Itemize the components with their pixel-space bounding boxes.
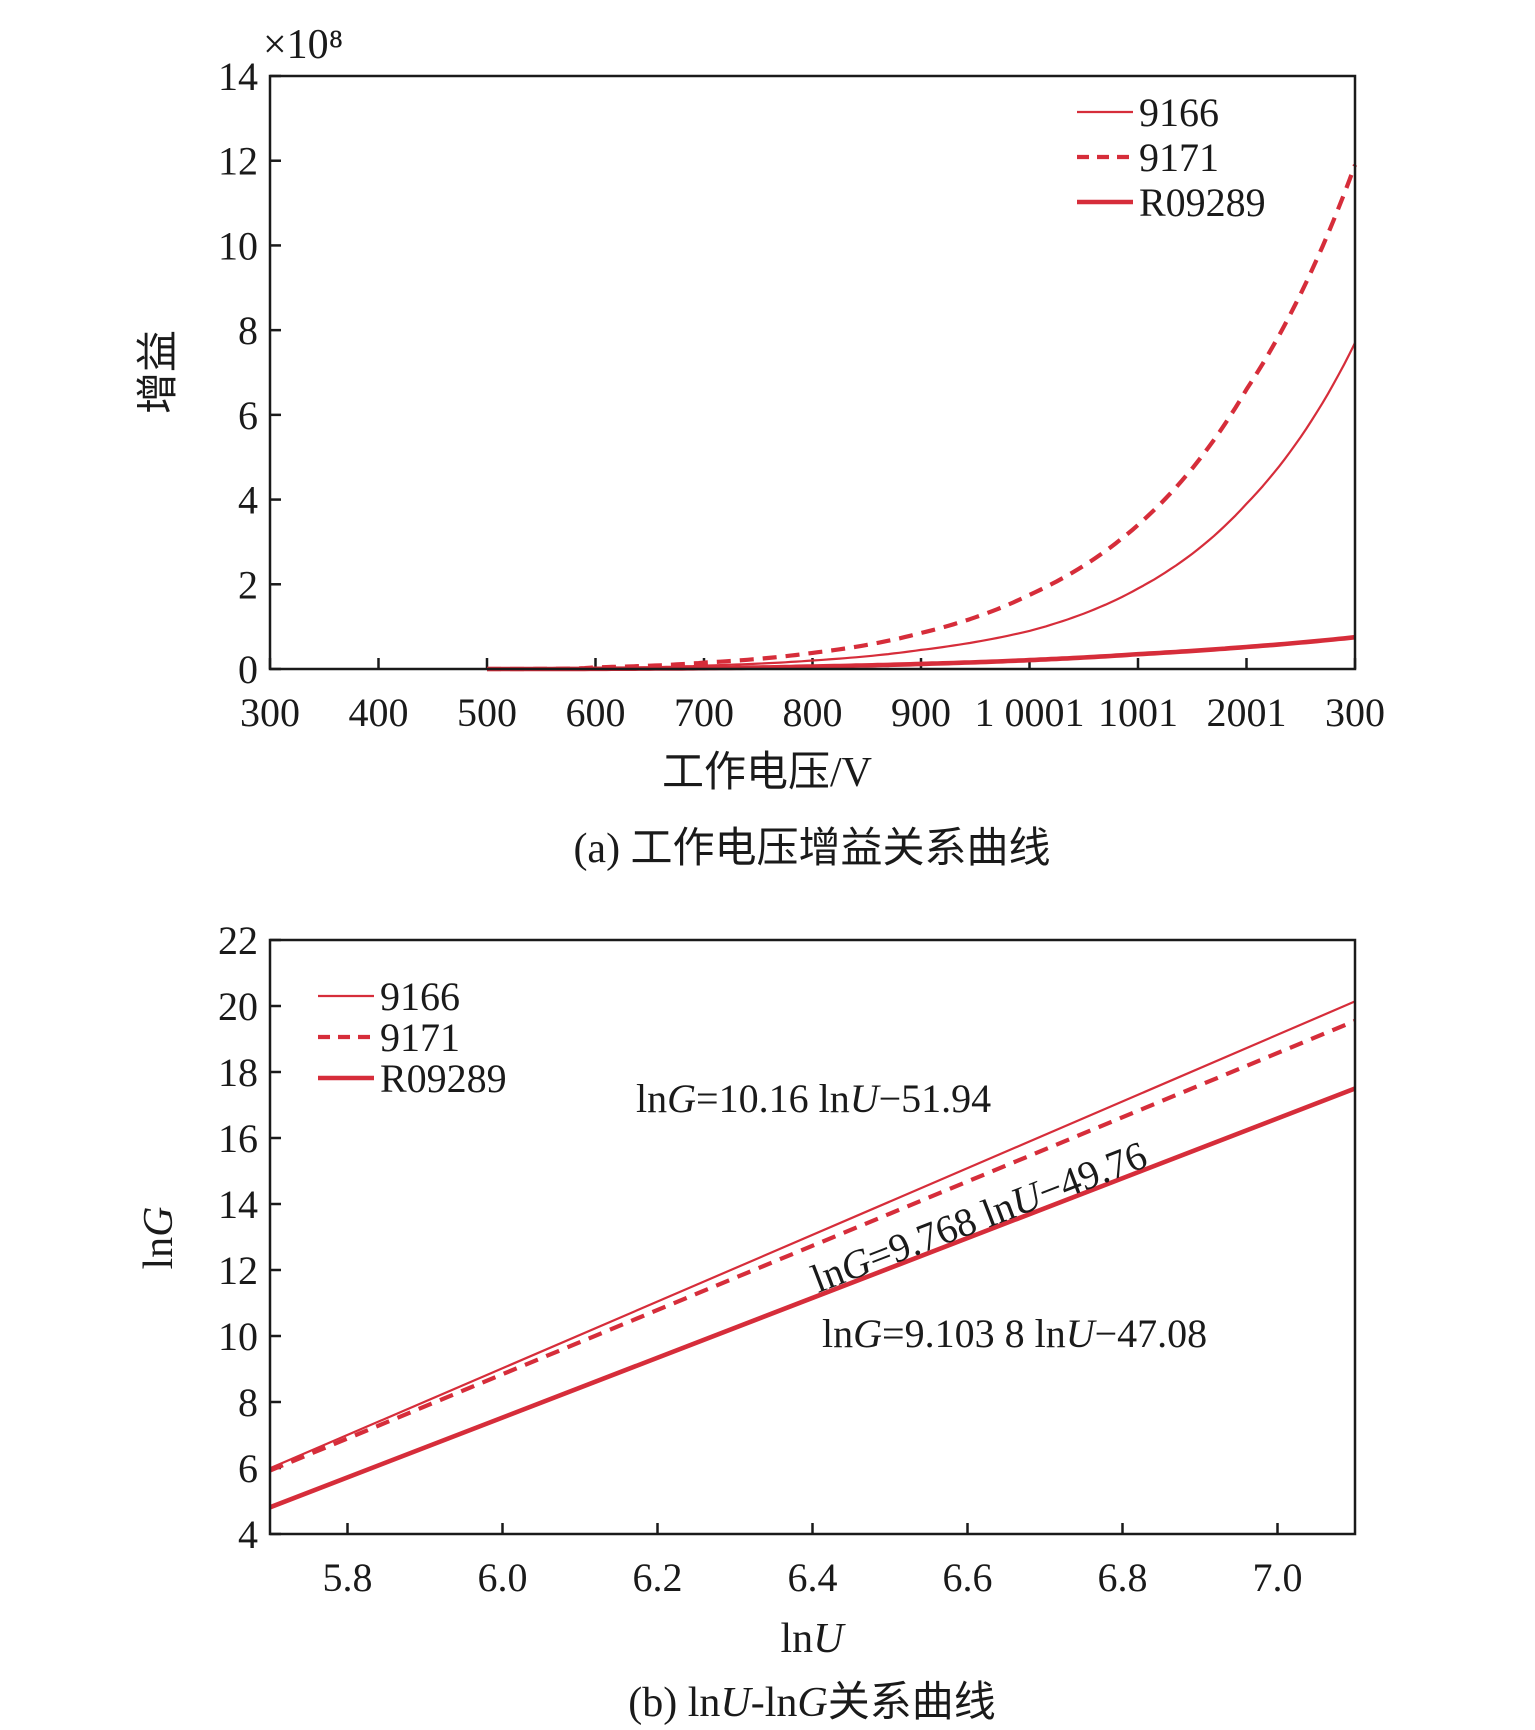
- y-tick-label: 16: [218, 1116, 258, 1161]
- x-tick-label: 5.8: [323, 1555, 373, 1600]
- plot-frame: [268, 938, 1357, 1536]
- x-tick-label: 1 0001: [975, 690, 1085, 735]
- legend-label-9171: 9171: [1139, 135, 1219, 180]
- y-tick-label: 6: [238, 393, 258, 438]
- x-tick-label: 800: [783, 690, 843, 735]
- x-tick-label: 600: [566, 690, 626, 735]
- y-axis-label: lnG: [136, 1206, 182, 1269]
- x-tick-label: 700: [674, 690, 734, 735]
- x-tick-label: 6.0: [478, 1555, 528, 1600]
- y-tick-label: 8: [238, 308, 258, 353]
- x-tick-label: 6.8: [1098, 1555, 1148, 1600]
- legend-label-R09289: R09289: [1139, 180, 1266, 225]
- caption-a: (a) 工作电压增益关系曲线: [573, 826, 1050, 872]
- y-axis-label: 增益: [136, 330, 182, 414]
- y-tick-label: 4: [238, 1512, 258, 1557]
- plot-frame: [268, 74, 1357, 671]
- legend-label-9171: 9171: [380, 1015, 460, 1060]
- series-lines: [487, 164, 1357, 672]
- x-tick-label: 7.0: [1253, 1555, 1303, 1600]
- x-axis-ticks: 5.8 6.0 6.2 6.4 6.6 6.8 7.0: [323, 1523, 1303, 1600]
- y-tick-label: 4: [238, 478, 258, 523]
- series-line-R09289: [269, 1086, 1356, 1510]
- caption-b: (b) lnU-lnG关系曲线: [628, 1680, 996, 1726]
- x-tick-label: 300: [1325, 690, 1385, 735]
- series-line-9171: [487, 164, 1357, 672]
- series-line-9166: [487, 342, 1356, 671]
- y-tick-label: 12: [218, 139, 258, 184]
- y-tick-label: 8: [238, 1380, 258, 1425]
- x-tick-label: 6.4: [788, 1555, 838, 1600]
- series-line-R09289: [487, 634, 1356, 672]
- y-tick-label: 2: [238, 562, 258, 607]
- y-tick-label: 14: [218, 54, 258, 99]
- equation-R09289: lnG=9.103 8 lnU−47.08: [822, 1311, 1207, 1356]
- x-tick-label: 500: [457, 690, 517, 735]
- panel-a-gain-vs-voltage: ×10⁸ 0 2 4 6 8 10 12 14 300 400 500 600 700 800 900 1 …: [136, 22, 1385, 872]
- y-axis-ticks: 0 2 4 6 8 10 12 14: [218, 54, 281, 692]
- x-axis-label: 工作电压/V: [662, 750, 872, 796]
- x-axis-label: lnU: [780, 1616, 846, 1662]
- series-line-9166: [269, 1000, 1356, 1470]
- y-tick-label: 12: [218, 1248, 258, 1293]
- x-tick-label: 1001: [1098, 690, 1178, 735]
- y-tick-label: 10: [218, 1314, 258, 1359]
- legend-label-9166: 9166: [380, 974, 460, 1019]
- y-axis-multiplier: ×10⁸: [263, 22, 343, 68]
- legend-label-R09289: R09289: [380, 1056, 507, 1101]
- y-tick-label: 0: [238, 647, 258, 692]
- legend-label-9166: 9166: [1139, 90, 1219, 135]
- x-tick-label: 6.6: [943, 1555, 993, 1600]
- y-tick-label: 18: [218, 1050, 258, 1095]
- x-tick-label: 2001: [1207, 690, 1287, 735]
- y-tick-label: 22: [218, 918, 258, 963]
- x-tick-label: 6.2: [633, 1555, 683, 1600]
- x-tick-label: 300: [240, 690, 300, 735]
- y-tick-label: 20: [218, 984, 258, 1029]
- y-tick-label: 10: [218, 223, 258, 268]
- series-lines: [269, 1000, 1356, 1510]
- series-line-9171: [269, 1018, 1356, 1473]
- y-axis-ticks: 4 6 8 10 12 14 16 18 20 22: [218, 918, 281, 1557]
- y-tick-label: 6: [238, 1446, 258, 1491]
- equation-9166: lnG=10.16 lnU−51.94: [636, 1076, 991, 1121]
- x-axis-ticks: 300 400 500 600 700 800 900 1 0001 1001 2001 300: [240, 658, 1385, 735]
- x-tick-label: 400: [349, 690, 409, 735]
- x-tick-label: 900: [891, 690, 951, 735]
- y-tick-label: 14: [218, 1182, 258, 1227]
